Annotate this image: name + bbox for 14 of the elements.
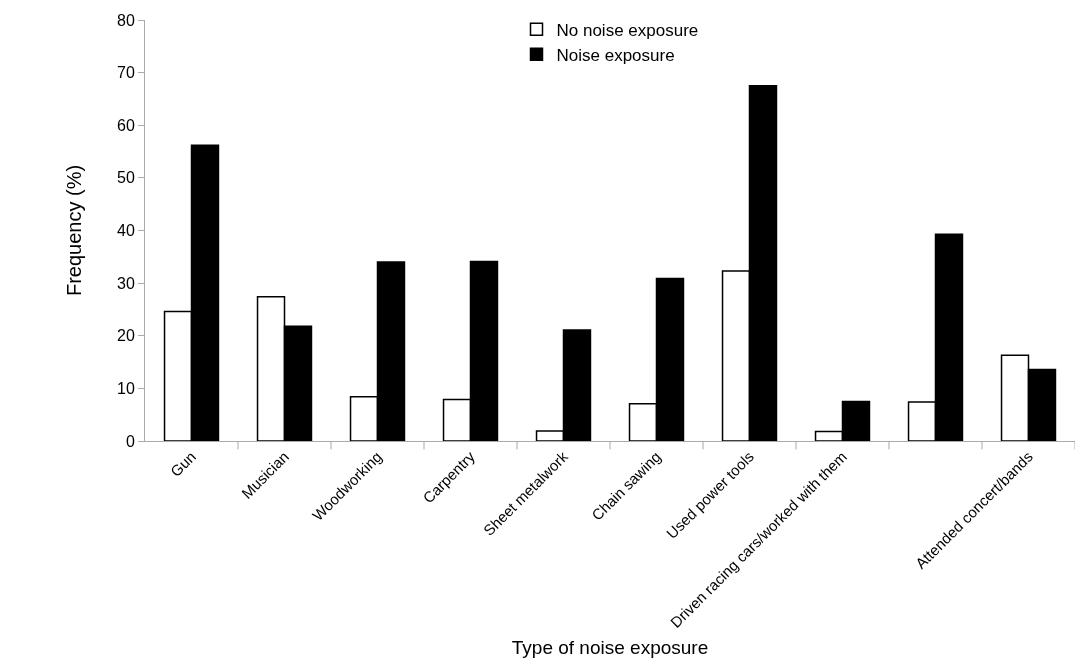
y-tick-label: 70: [117, 64, 135, 82]
y-tick-label: 20: [117, 327, 135, 345]
legend-label: No noise exposure: [556, 20, 699, 40]
x-axis-title: Type of noise exposure: [511, 636, 709, 658]
y-tick-label: 50: [117, 169, 135, 187]
y-axis-title: Frequency (%): [62, 164, 85, 297]
y-tick-label: 60: [117, 116, 135, 134]
y-tick-label: 0: [125, 432, 135, 450]
y-tick-label: 30: [117, 274, 135, 292]
x-tick-label: Gun: [166, 447, 199, 480]
y-tick-label: 10: [117, 379, 135, 397]
legend-label: Noise exposure: [556, 45, 675, 65]
y-tick-label: 80: [117, 11, 135, 29]
y-tick-label: 40: [117, 222, 135, 240]
